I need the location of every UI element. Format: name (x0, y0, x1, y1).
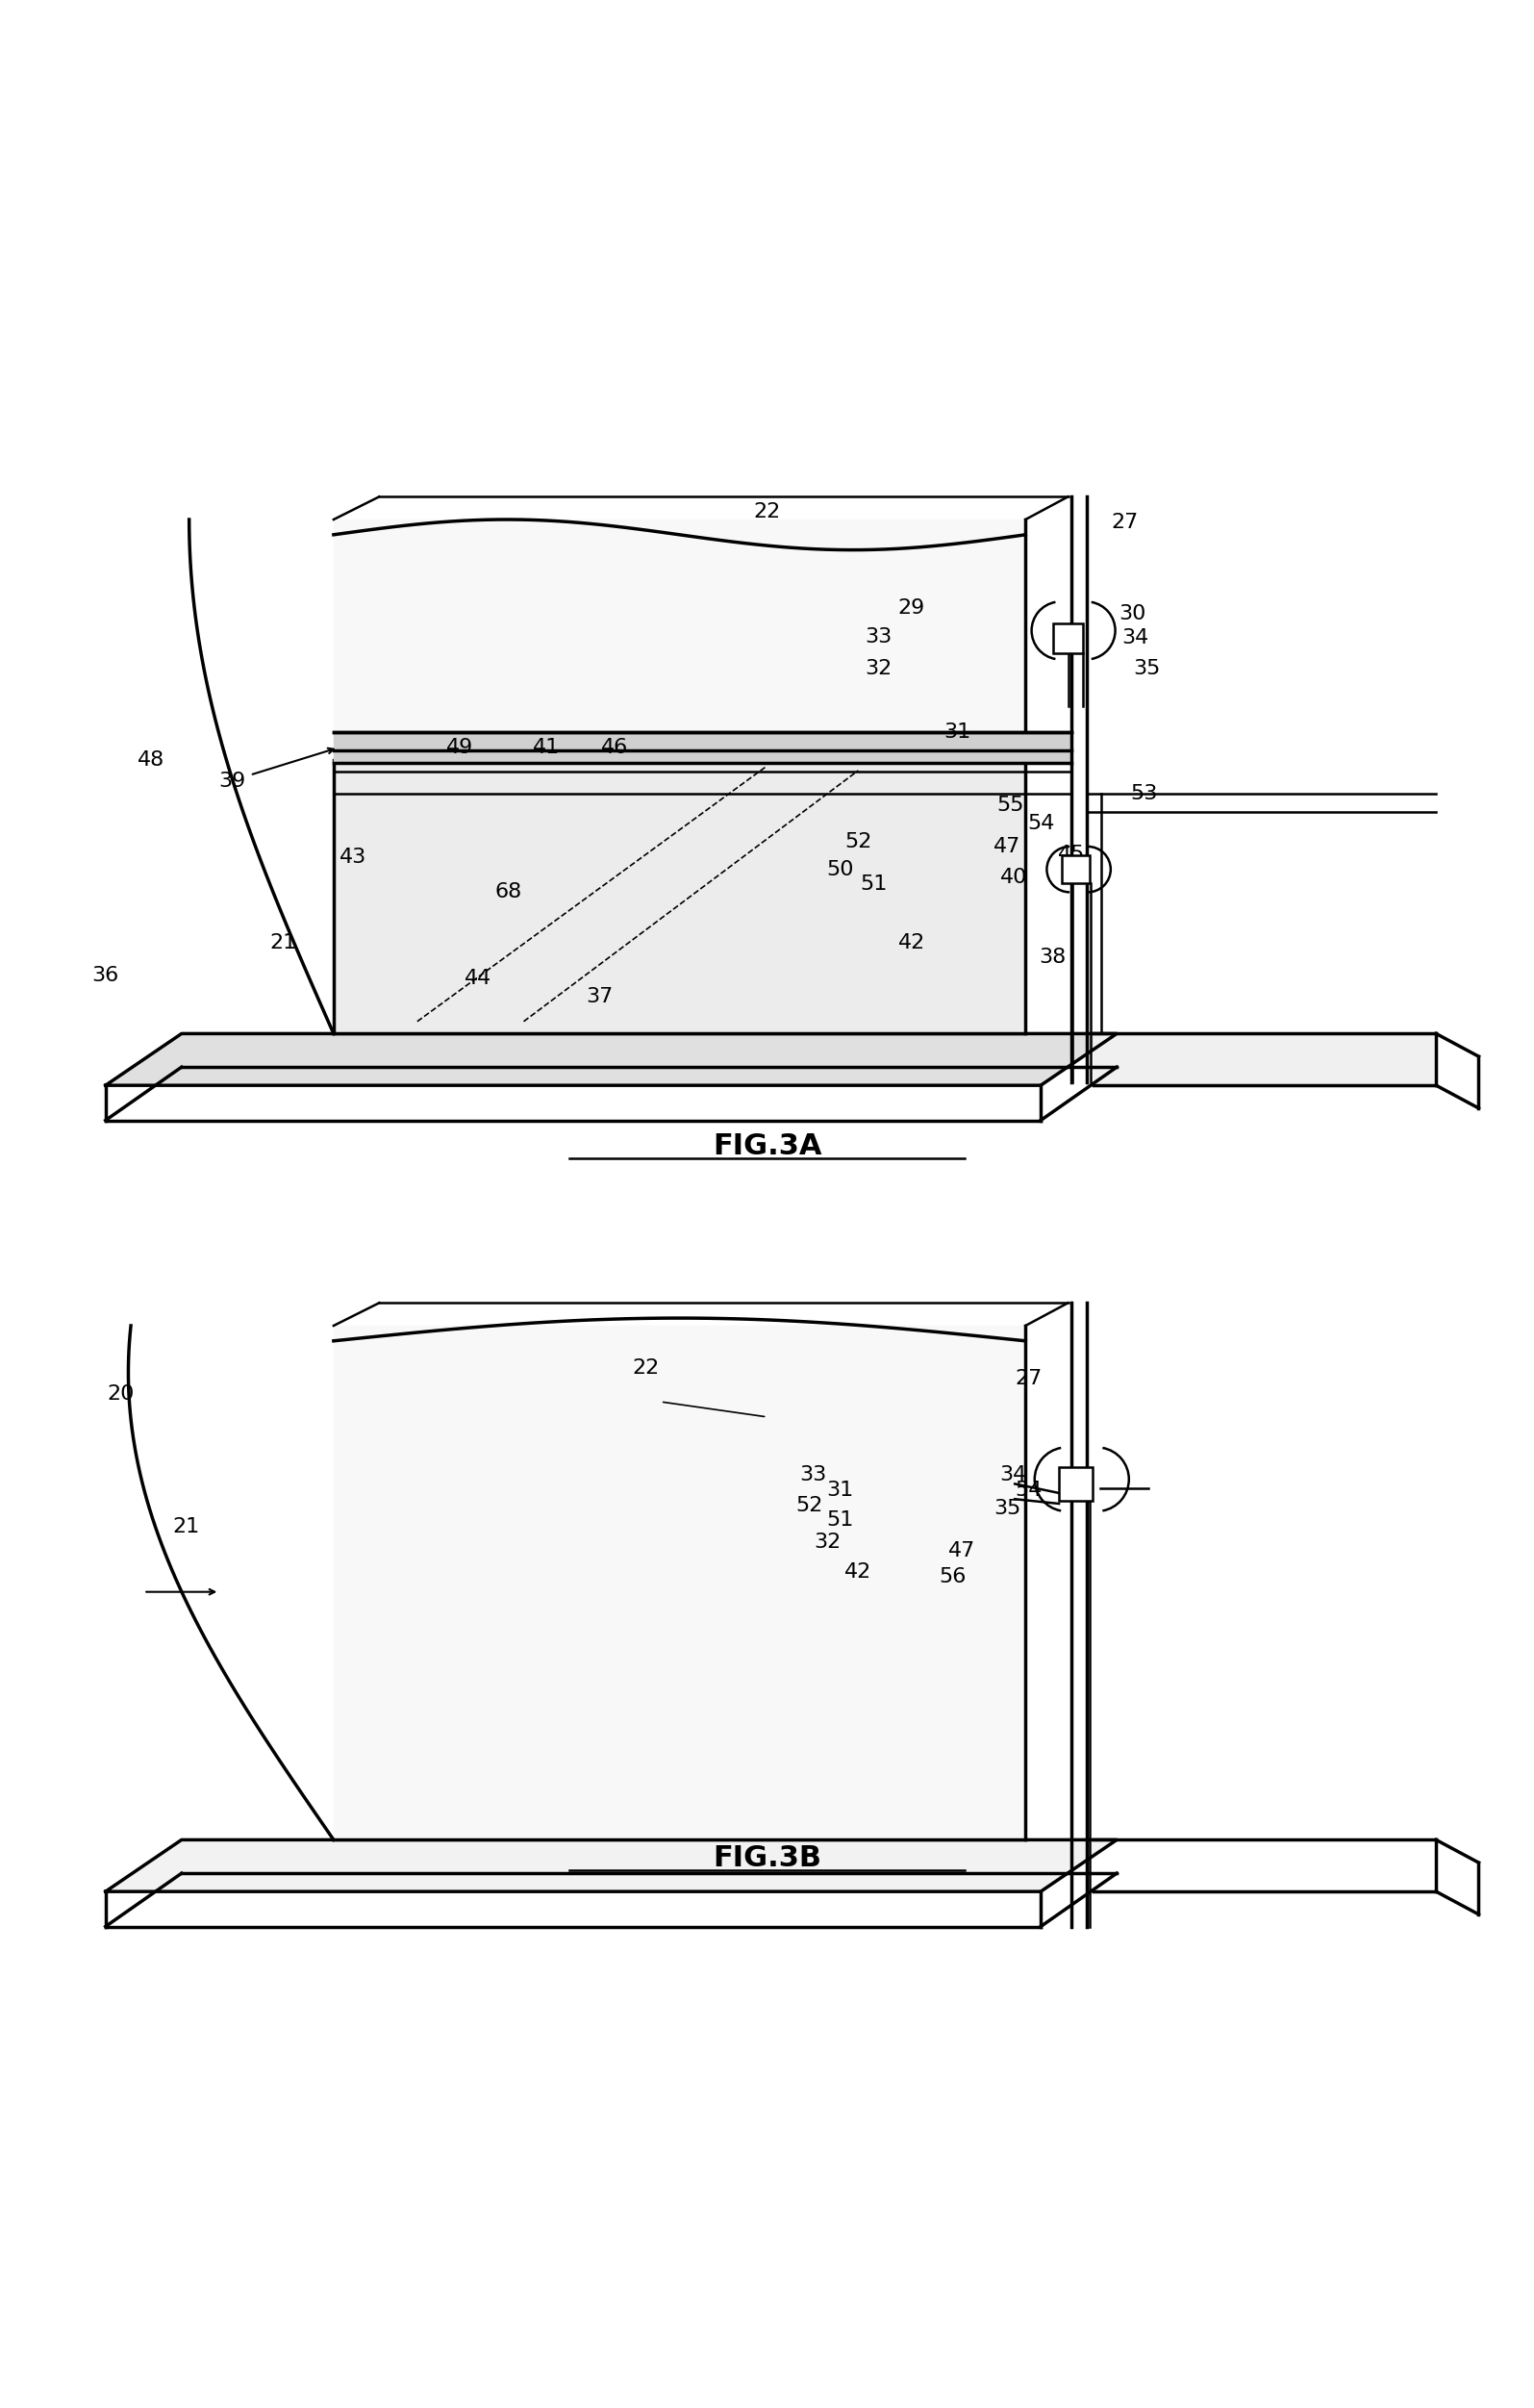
Text: 53: 53 (1131, 783, 1158, 802)
Text: 30: 30 (1118, 604, 1146, 624)
Text: 22: 22 (632, 1358, 660, 1377)
Text: 51: 51 (827, 1510, 853, 1529)
Text: 40: 40 (1000, 867, 1026, 886)
Bar (1058, 1466, 1092, 1500)
Text: 35: 35 (1134, 660, 1161, 679)
Text: 54: 54 (1016, 1481, 1042, 1500)
Polygon shape (106, 1033, 1117, 1086)
Text: FIG.3B: FIG.3B (713, 1845, 821, 1871)
Text: 27: 27 (1111, 513, 1138, 532)
Text: 33: 33 (865, 626, 891, 645)
Text: 33: 33 (799, 1464, 827, 1483)
Text: 34: 34 (1000, 1464, 1026, 1483)
Polygon shape (333, 732, 1071, 763)
Polygon shape (106, 1033, 1117, 1086)
Text: 38: 38 (1040, 949, 1066, 968)
Text: 55: 55 (997, 797, 1025, 814)
Text: 21: 21 (270, 932, 298, 951)
Text: 27: 27 (1016, 1370, 1042, 1389)
Text: 44: 44 (465, 970, 492, 990)
Text: 47: 47 (994, 838, 1020, 857)
Text: 56: 56 (939, 1568, 966, 1587)
Text: 32: 32 (815, 1531, 842, 1551)
Text: 21: 21 (172, 1517, 199, 1536)
Polygon shape (333, 761, 1026, 1033)
Text: 52: 52 (796, 1495, 824, 1515)
Polygon shape (333, 1327, 1026, 1840)
Text: 45: 45 (1057, 845, 1085, 864)
Text: 29: 29 (897, 597, 925, 616)
Bar (1062, 855, 1089, 884)
Text: 37: 37 (586, 987, 614, 1007)
Text: 31: 31 (827, 1481, 853, 1500)
Text: 54: 54 (1028, 814, 1054, 833)
Text: 35: 35 (994, 1498, 1022, 1517)
Text: 46: 46 (601, 737, 629, 756)
Polygon shape (1094, 1033, 1436, 1086)
Text: 32: 32 (865, 660, 891, 679)
Text: 68: 68 (495, 884, 522, 901)
Text: 36: 36 (92, 966, 120, 985)
Text: FIG.3A: FIG.3A (712, 1132, 822, 1161)
Polygon shape (333, 520, 1026, 1033)
Text: 41: 41 (532, 737, 560, 756)
Text: 51: 51 (859, 874, 887, 893)
Text: 43: 43 (341, 848, 367, 867)
Text: 52: 52 (845, 833, 871, 852)
Text: 49: 49 (446, 737, 474, 756)
Polygon shape (106, 1840, 1117, 1893)
Text: 42: 42 (845, 1563, 871, 1582)
Text: 39: 39 (218, 771, 245, 790)
Text: 47: 47 (948, 1541, 976, 1560)
Text: 34: 34 (1121, 628, 1149, 648)
Text: 20: 20 (107, 1385, 135, 1404)
Text: 22: 22 (753, 503, 781, 523)
Text: 48: 48 (138, 751, 164, 771)
Text: 31: 31 (943, 722, 971, 742)
Text: 42: 42 (897, 932, 925, 951)
Bar (1052, 624, 1083, 653)
Text: 50: 50 (827, 860, 854, 879)
